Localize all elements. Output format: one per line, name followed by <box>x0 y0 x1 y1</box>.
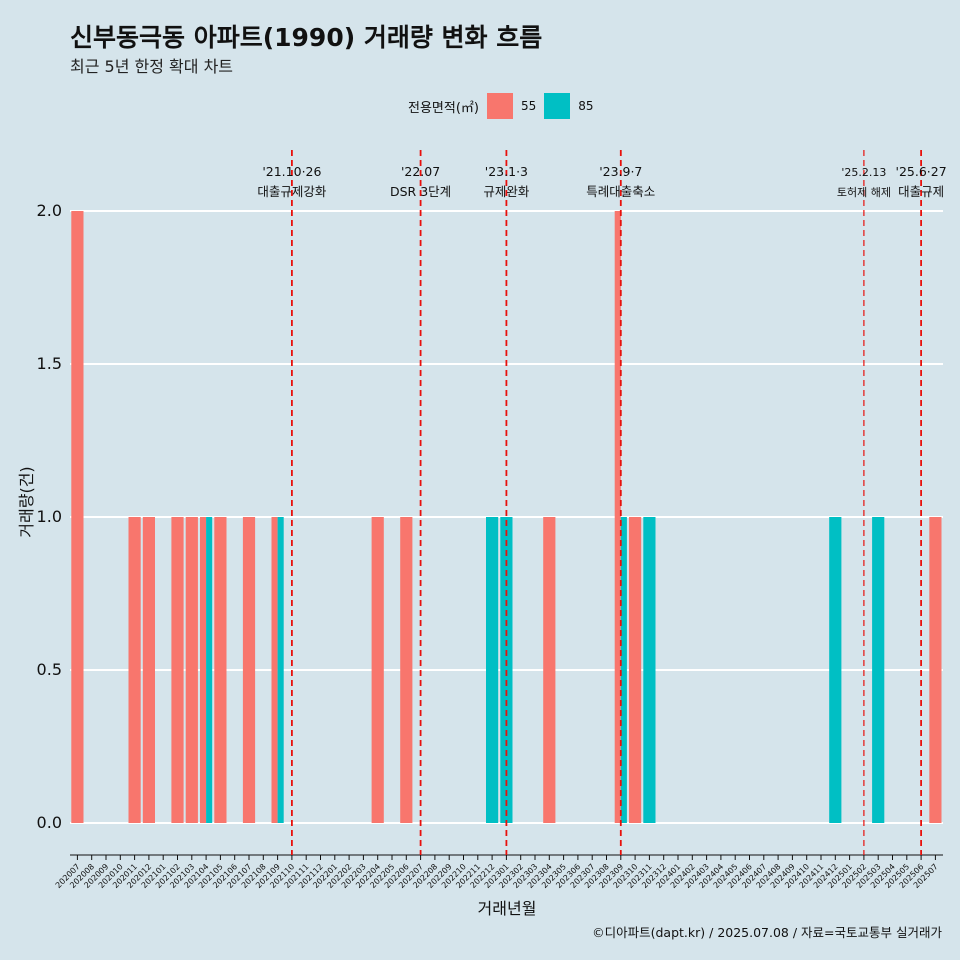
y-axis-title: 거래량(건) <box>17 466 36 537</box>
bar-55-202107 <box>242 517 256 823</box>
annotation-label: 특례대출축소 <box>586 184 655 199</box>
bar-85-202309 <box>620 517 627 823</box>
bar-55-202206 <box>400 517 413 823</box>
source-caption: ©디아파트(dapt.kr) / 2025.07.08 / 자료=국토교통부 실… <box>592 925 942 940</box>
y-tick-label: 0.5 <box>37 660 62 679</box>
annotation-date: '21.10·26 <box>262 164 321 179</box>
bar-55-202105 <box>214 517 227 823</box>
annotation-date: '22.07 <box>401 164 440 179</box>
bar-55-202304 <box>543 517 556 823</box>
bar-55-202109 <box>271 517 278 823</box>
x-axis-title: 거래년월 <box>478 899 537 918</box>
bar-55-202012 <box>142 517 155 823</box>
annotation-label: 대출규제 <box>898 184 944 199</box>
annotation-label: 규제완화 <box>483 184 530 199</box>
y-tick-label: 2.0 <box>37 201 62 220</box>
annotation-date: '25.2.13 <box>841 166 886 179</box>
y-tick-label: 1.0 <box>37 507 62 526</box>
annotation-date: '23.9·7 <box>599 164 642 179</box>
chart-subtitle: 최근 5년 한정 확대 차트 <box>70 57 234 76</box>
legend-label-55: 55 <box>520 99 537 113</box>
chart-title: 신부동극동 아파트(1990) 거래량 변화 흐름 <box>70 23 543 52</box>
bar-55-202102 <box>171 517 184 823</box>
legend-title: 전용면적(㎡) <box>408 100 479 116</box>
bar-55-202507 <box>929 517 942 823</box>
bar-85-202412 <box>829 517 842 823</box>
bar-55-202204 <box>371 517 384 823</box>
annotation-date: '23.1·3 <box>485 164 528 179</box>
legend-key-55 <box>486 93 513 119</box>
y-tick-label: 1.5 <box>37 354 62 373</box>
y-tick-label: 0.0 <box>37 813 62 832</box>
bar-85-202104 <box>206 517 213 823</box>
bar-85-202503 <box>872 517 885 823</box>
bar-55-202103 <box>185 517 198 823</box>
annotation-label: 토허제 해제 <box>837 185 891 199</box>
annotation-label: DSR 3단계 <box>390 184 451 199</box>
bar-55-202007 <box>71 211 84 823</box>
bar-55-202104 <box>200 517 207 823</box>
legend-key-85 <box>544 93 571 119</box>
bar-85-202109 <box>277 517 284 823</box>
annotation-date: '25.6·27 <box>896 164 947 179</box>
bar-55-202309 <box>614 211 621 823</box>
annotation-label: 대출규제강화 <box>257 184 327 199</box>
legend: 전용면적(㎡) 55 85 <box>408 93 602 119</box>
legend-label-85: 85 <box>578 99 594 113</box>
bar-55-202310 <box>629 517 642 823</box>
bar-85-202311 <box>643 517 656 823</box>
bar-85-202212 <box>486 517 499 823</box>
bar-55-202011 <box>128 517 141 823</box>
